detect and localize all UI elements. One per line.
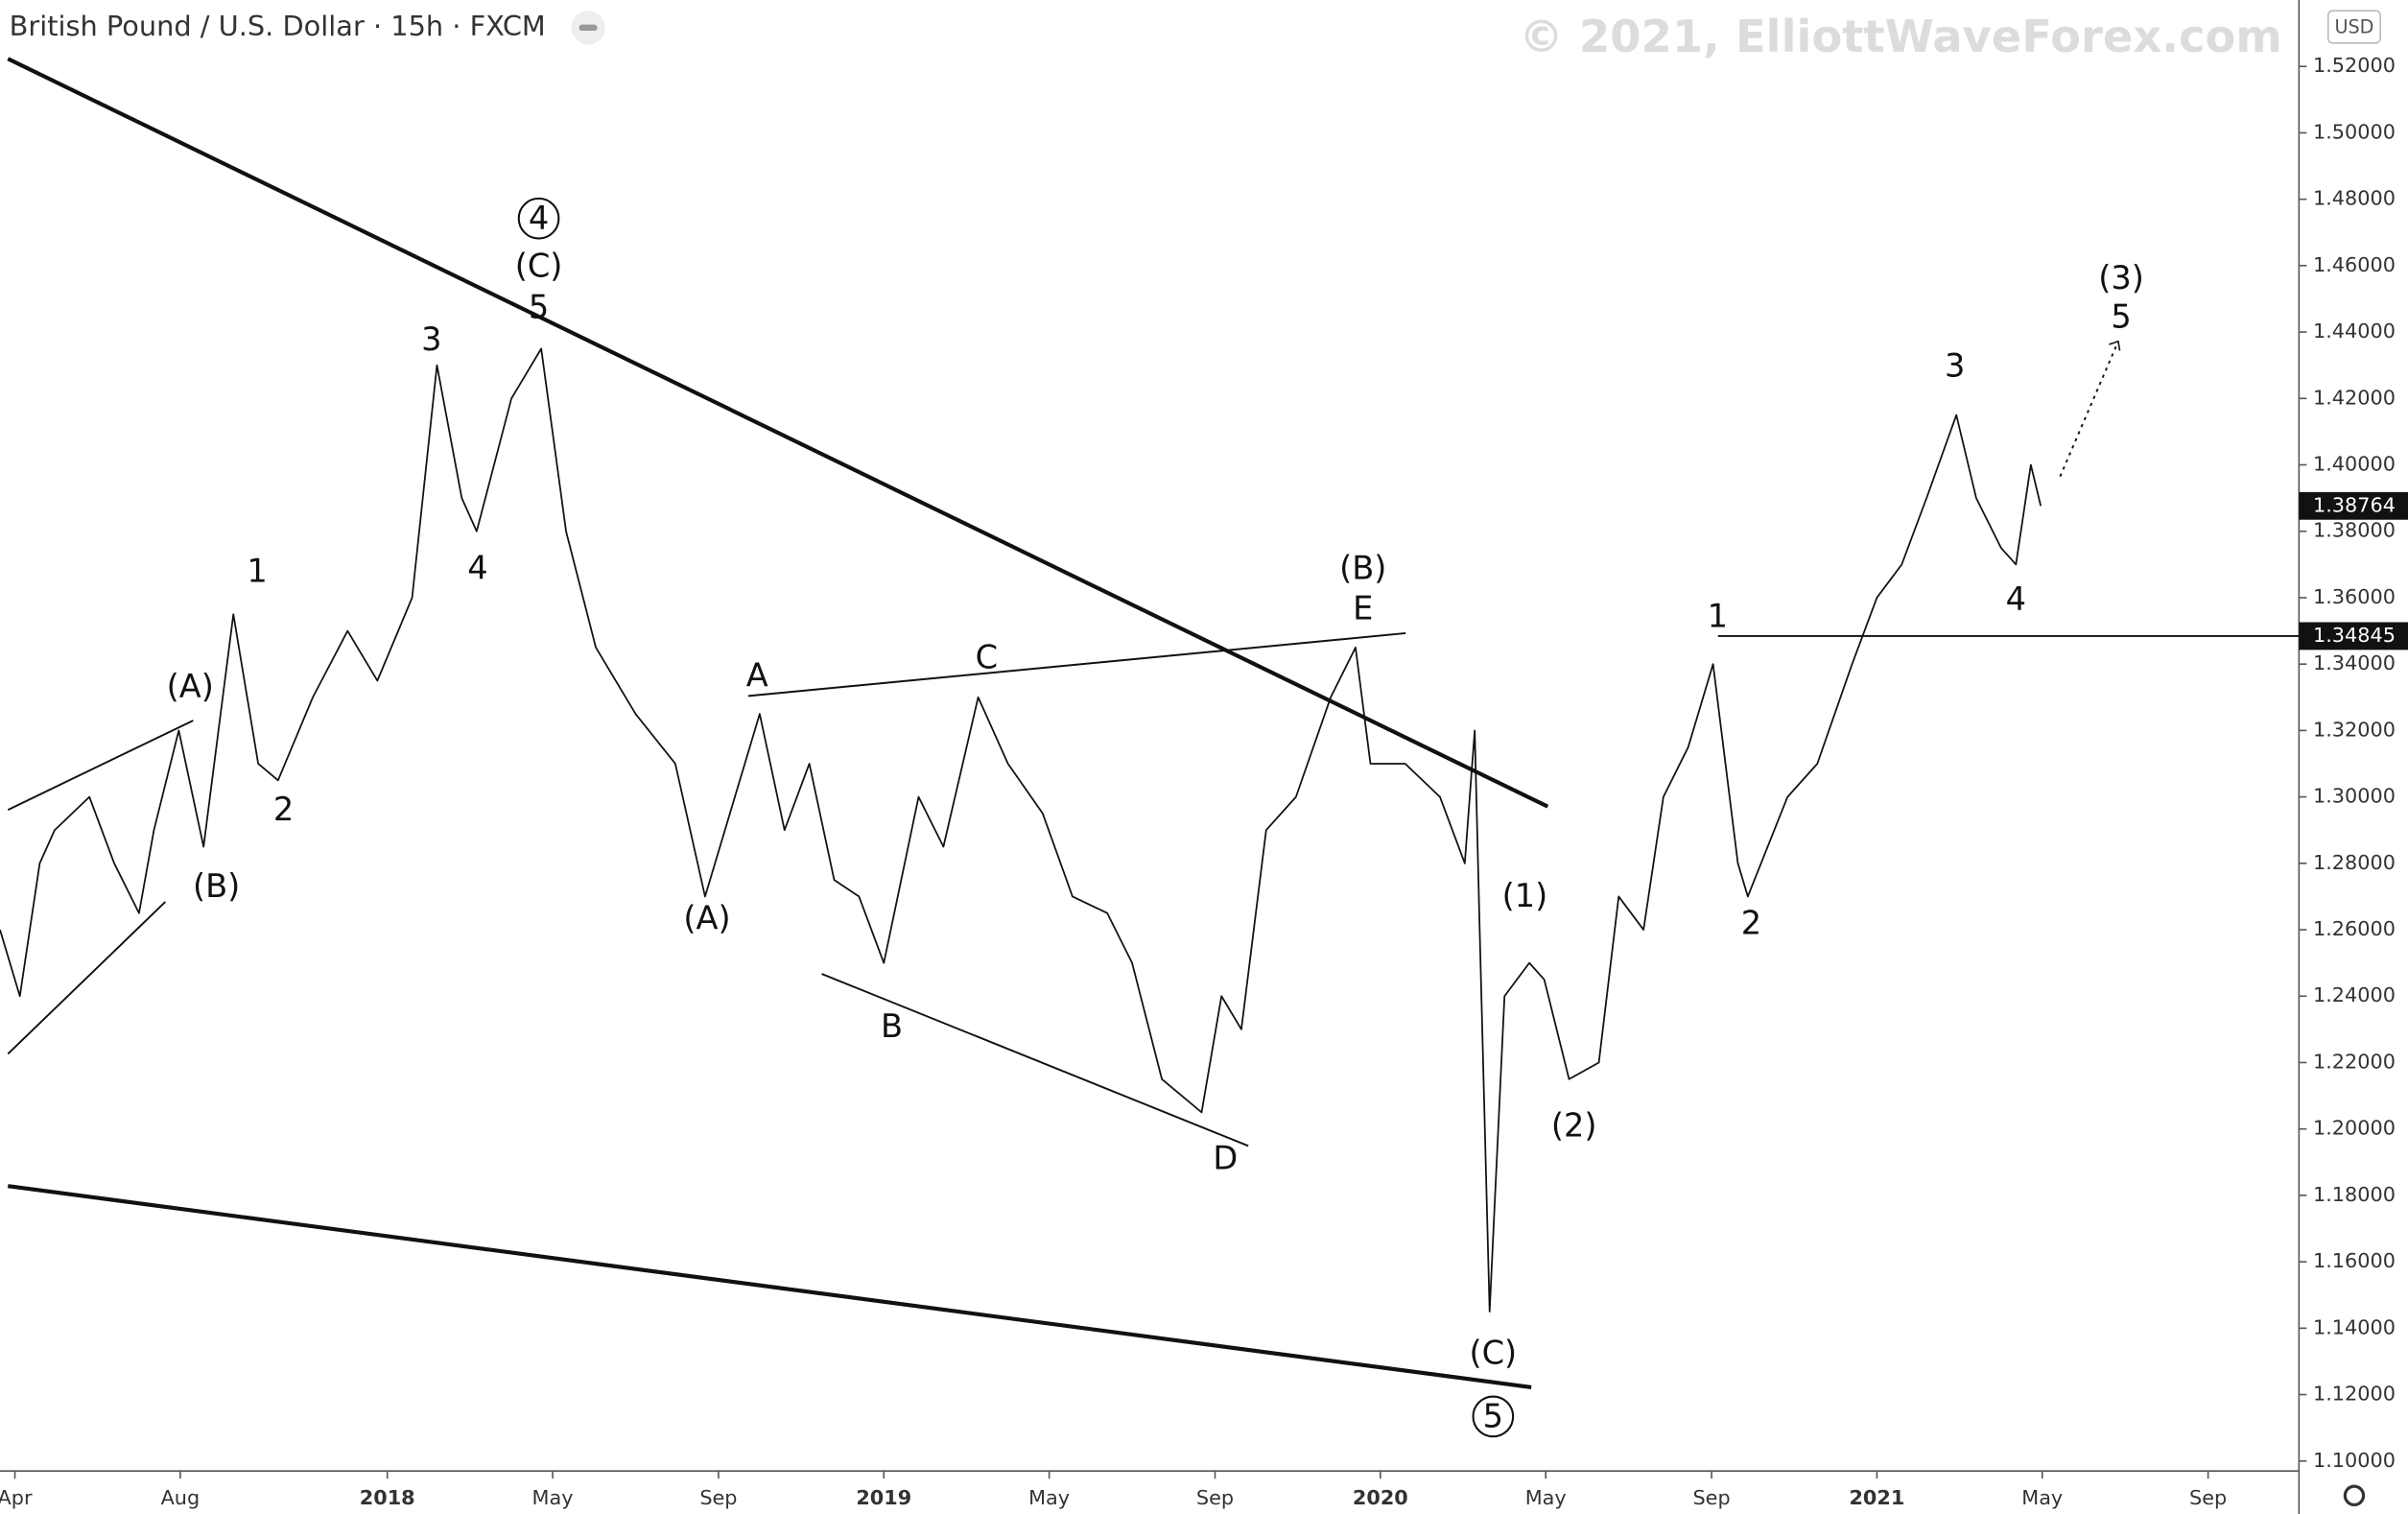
trendline	[8, 1184, 1532, 1389]
x-tick-label: Sep	[1692, 1486, 1730, 1509]
x-tick-label: Sep	[699, 1486, 737, 1509]
wave-label: 3	[1945, 346, 1965, 384]
y-tick-label: 1.48000	[2313, 187, 2396, 210]
y-tick-label: 1.32000	[2313, 718, 2396, 741]
last-price-label-bg	[2299, 491, 2408, 520]
wave-label: E	[1353, 589, 1373, 627]
wave-label: (B)	[1339, 550, 1386, 587]
chart-title: British Pound / U.S. Dollar · 15h · FXCM	[10, 10, 546, 42]
x-tick-label: May	[1028, 1486, 1070, 1509]
wave-label: 4	[2006, 580, 2026, 618]
currency-label: USD	[2334, 15, 2373, 37]
y-tick-label: 1.34000	[2313, 651, 2396, 674]
wave-label: 5	[1483, 1397, 1503, 1434]
wave-label: 3	[421, 320, 441, 358]
wave-label: 1	[247, 553, 267, 590]
wave-label: (C)	[515, 247, 563, 284]
x-tick-label: Aug	[161, 1486, 201, 1509]
wave-label: 5	[529, 289, 549, 326]
y-tick-label: 1.36000	[2313, 585, 2396, 608]
price-line	[0, 347, 2042, 1313]
x-tick-label: May	[1525, 1486, 1567, 1509]
x-tick-label: Sep	[2189, 1486, 2227, 1509]
wave-label: 1	[1708, 597, 1728, 634]
settings-gear	[2343, 1484, 2366, 1506]
x-tick-label: May	[532, 1486, 574, 1509]
wave-label: 2	[273, 791, 294, 828]
trendline	[821, 973, 1249, 1147]
watermark: © 2021, ElliottWaveForex.com	[1519, 11, 2281, 62]
wave-label: (3)	[2098, 259, 2144, 296]
trendline	[747, 632, 1406, 698]
wave-label: (2)	[1551, 1107, 1597, 1145]
y-tick-label: 1.14000	[2313, 1315, 2396, 1338]
wave-label: C	[976, 638, 998, 675]
arrow-head	[2109, 340, 2121, 351]
y-tick-label: 1.10000	[2313, 1449, 2396, 1472]
currency-badge[interactable]	[2326, 10, 2381, 44]
trendline	[7, 57, 1549, 809]
wave-label: (B)	[193, 867, 240, 905]
y-tick-label: 1.24000	[2313, 983, 2396, 1006]
y-tick-label: 1.40000	[2313, 453, 2396, 476]
x-tick-label: 2020	[1353, 1486, 1408, 1509]
x-tick-label: Apr	[0, 1486, 33, 1509]
trendline	[2059, 341, 2119, 478]
trendline	[7, 901, 167, 1055]
y-tick-label: 1.28000	[2313, 851, 2396, 874]
wave-label: A	[746, 657, 768, 695]
y-tick-label: 1.52000	[2313, 54, 2396, 77]
trendline	[7, 720, 194, 811]
wave-label: 2	[1741, 905, 1761, 942]
level-price-label-bg	[2299, 622, 2408, 651]
wave-label: 4	[467, 550, 487, 587]
last-price-label: 1.38764	[2313, 493, 2396, 516]
wave-label: (A)	[683, 900, 730, 937]
x-tick-label: Sep	[1196, 1486, 1234, 1509]
y-tick-label: 1.20000	[2313, 1117, 2396, 1140]
settings-icon[interactable]	[2343, 1484, 2366, 1506]
y-tick-label: 1.26000	[2313, 917, 2396, 940]
wave-label: (A)	[167, 668, 214, 705]
y-tick-label: 1.12000	[2313, 1383, 2396, 1406]
y-tick-label: 1.18000	[2313, 1183, 2396, 1206]
level-price-label: 1.34845	[2313, 624, 2396, 647]
wave-label: 4	[529, 200, 549, 237]
wave-label: (1)	[1502, 877, 1548, 914]
wave-label: (C)	[1469, 1335, 1517, 1372]
y-tick-label: 1.30000	[2313, 785, 2396, 808]
y-tick-label: 1.42000	[2313, 386, 2396, 409]
y-tick-label: 1.46000	[2313, 253, 2396, 276]
wave-label: 5	[2111, 297, 2131, 335]
y-tick-label: 1.38000	[2313, 519, 2396, 542]
x-tick-label: 2018	[360, 1486, 415, 1509]
y-tick-label: 1.50000	[2313, 120, 2396, 143]
y-tick-label: 1.44000	[2313, 319, 2396, 343]
x-tick-label: 2019	[856, 1486, 911, 1509]
wave-label: B	[881, 1007, 903, 1045]
wave-circle	[1472, 1395, 1515, 1438]
y-tick-label: 1.22000	[2313, 1050, 2396, 1073]
x-tick-label: May	[2021, 1486, 2063, 1509]
x-tick-label: 2021	[1849, 1486, 1904, 1509]
y-tick-label: 1.16000	[2313, 1249, 2396, 1272]
collapse-icon	[578, 24, 598, 32]
wave-circle	[517, 197, 560, 240]
wave-label: D	[1213, 1140, 1238, 1177]
